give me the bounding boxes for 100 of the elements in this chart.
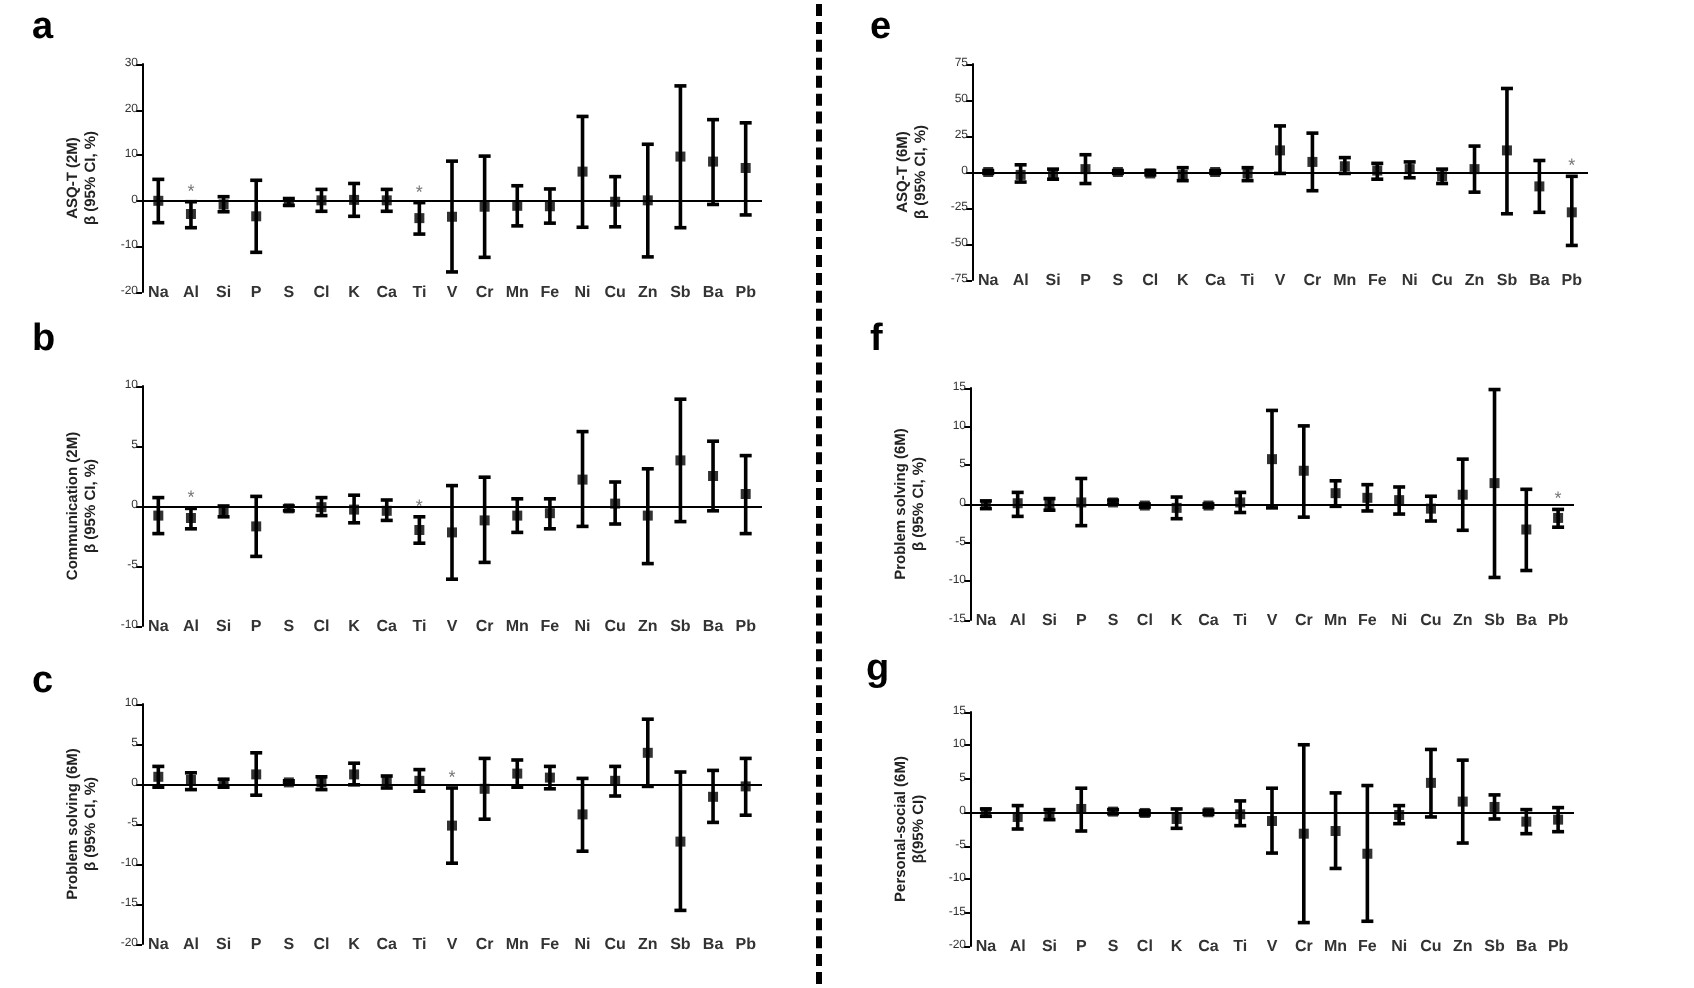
- x-tick-label: Si: [216, 935, 232, 953]
- x-tick-label: P: [250, 935, 263, 953]
- x-tick-label: Na: [975, 937, 998, 955]
- x-tick-label: Cl: [1136, 937, 1153, 955]
- x-tick-label: Cl: [313, 283, 330, 301]
- x-tick-label: Ba: [702, 617, 725, 635]
- x-tick-label: Sb: [670, 283, 691, 301]
- x-tick-label: Ni: [1401, 271, 1418, 289]
- x-tick-label: Ca: [376, 617, 399, 635]
- x-tick-label: P: [250, 617, 263, 635]
- x-tick-label: Cl: [313, 617, 330, 635]
- x-tick-label: Mn: [505, 283, 530, 301]
- x-tick-label: Zn: [638, 617, 658, 635]
- x-tick-label: Ba: [702, 935, 725, 953]
- x-tick-label: Zn: [638, 283, 658, 301]
- x-tick-label: Ni: [574, 283, 591, 301]
- x-tick-label: Ti: [1240, 271, 1255, 289]
- chart-title: a: [32, 6, 54, 48]
- annotation: *: [187, 487, 196, 508]
- x-tick-label: V: [1274, 271, 1287, 289]
- x-tick-label: Cu: [604, 617, 627, 635]
- x-tick-label: Mn: [505, 617, 530, 635]
- x-tick-label: Sb: [1496, 271, 1518, 289]
- x-tick-label: Ni: [1391, 611, 1408, 629]
- x-tick-label: Cl: [313, 935, 330, 953]
- x-tick-label: Pb: [735, 617, 757, 635]
- x-tick-label: V: [1266, 937, 1279, 955]
- x-tick-label: Fe: [1367, 271, 1388, 289]
- x-tick-label: Cl: [1136, 611, 1153, 629]
- annotation: *: [415, 181, 424, 202]
- x-tick-label: K: [348, 935, 361, 953]
- x-tick-label: Mn: [1324, 937, 1348, 955]
- x-tick-label: K: [1170, 937, 1183, 955]
- x-tick-label: S: [1107, 937, 1120, 955]
- x-tick-label: Al: [182, 283, 199, 301]
- x-tick-label: Fe: [1358, 611, 1378, 629]
- x-tick-label: K: [1170, 611, 1183, 629]
- x-tick-label: Ni: [1391, 937, 1408, 955]
- x-tick-label: Ca: [376, 283, 399, 301]
- annotation: *: [1554, 488, 1563, 509]
- x-tick-label: Fe: [540, 283, 561, 301]
- x-tick-label: Ca: [1198, 937, 1220, 955]
- x-tick-label: Cr: [1294, 611, 1313, 629]
- x-tick-label: S: [1112, 271, 1125, 289]
- x-tick-label: Sb: [670, 617, 691, 635]
- x-tick-label: P: [1080, 271, 1093, 289]
- x-tick-label: Sb: [1484, 611, 1505, 629]
- x-tick-label: S: [1107, 611, 1120, 629]
- x-tick-label: Al: [182, 935, 199, 953]
- x-tick-label: Ca: [1204, 271, 1227, 289]
- x-tick-label: Ti: [1233, 937, 1248, 955]
- x-tick-label: Fe: [540, 617, 561, 635]
- x-tick-label: P: [250, 283, 263, 301]
- x-tick-label: Si: [1041, 937, 1058, 955]
- annotation: *: [1568, 155, 1577, 176]
- x-tick-label: S: [283, 617, 296, 635]
- x-tick-label: Ni: [574, 935, 591, 953]
- x-tick-label: Ti: [412, 283, 427, 301]
- x-tick-label: P: [1075, 611, 1088, 629]
- x-tick-label: Mn: [505, 935, 530, 953]
- x-tick-label: Ca: [376, 935, 399, 953]
- x-tick-label: Zn: [638, 935, 658, 953]
- x-tick-label: Si: [216, 283, 232, 301]
- x-tick-label: Pb: [735, 935, 757, 953]
- annotation: *: [448, 767, 457, 787]
- x-tick-label: Ba: [702, 283, 725, 301]
- x-tick-label: Pb: [1547, 937, 1569, 955]
- x-tick-label: V: [446, 935, 459, 953]
- x-tick-label: Ba: [1516, 937, 1538, 955]
- x-tick-label: Si: [1045, 271, 1061, 289]
- chart-title: c: [32, 660, 54, 702]
- x-tick-label: K: [348, 617, 361, 635]
- x-tick-label: V: [446, 617, 459, 635]
- x-tick-label: Cl: [1142, 271, 1159, 289]
- x-tick-label: Cu: [604, 935, 627, 953]
- x-tick-label: Mn: [1324, 611, 1348, 629]
- x-tick-label: Zn: [1452, 611, 1473, 629]
- x-tick-label: Cu: [1420, 937, 1442, 955]
- x-tick-label: Na: [975, 611, 998, 629]
- x-tick-label: Na: [148, 283, 170, 301]
- x-tick-label: S: [283, 935, 296, 953]
- x-tick-label: Na: [148, 935, 170, 953]
- x-tick-label: Si: [216, 617, 232, 635]
- x-tick-label: Ba: [1529, 271, 1551, 289]
- x-tick-label: Ni: [574, 617, 591, 635]
- x-tick-label: Fe: [540, 935, 561, 953]
- x-tick-label: Ti: [1233, 611, 1248, 629]
- x-tick-label: Cr: [1303, 271, 1322, 289]
- annotation: *: [415, 495, 424, 516]
- x-tick-label: Al: [182, 617, 199, 635]
- x-tick-label: Al: [1009, 611, 1026, 629]
- x-tick-label: Zn: [1452, 937, 1473, 955]
- x-tick-label: Si: [1041, 611, 1058, 629]
- x-tick-label: Na: [977, 271, 1000, 289]
- x-tick-label: K: [348, 283, 361, 301]
- chart-title: b: [32, 318, 56, 360]
- x-tick-label: Fe: [1358, 937, 1378, 955]
- x-tick-label: Na: [148, 617, 170, 635]
- x-tick-label: Ti: [412, 617, 427, 635]
- x-tick-label: Cr: [1294, 937, 1313, 955]
